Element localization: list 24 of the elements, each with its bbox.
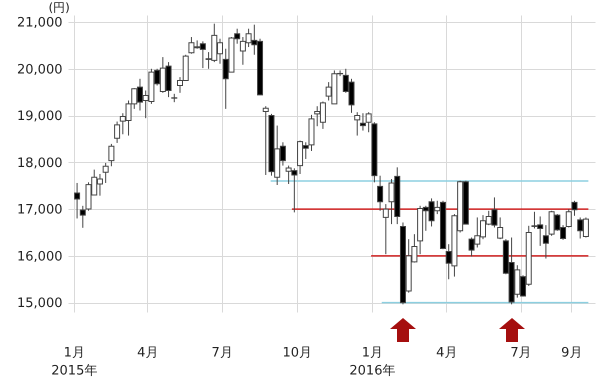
x-tick-label: 1月 2016年	[349, 346, 396, 378]
candlestick	[108, 143, 114, 167]
candlestick	[377, 175, 384, 212]
candlestick	[382, 204, 389, 255]
y-tick-label: 17,000	[17, 202, 62, 218]
x-tick-label: 10月	[282, 346, 312, 360]
candlestick	[74, 182, 80, 219]
candlestick	[354, 112, 360, 136]
candlestick	[262, 106, 269, 176]
x-tick-label: 4月	[436, 346, 458, 360]
y-tick-label: 19,000	[17, 109, 62, 124]
y-tick-label: 18,000	[17, 156, 62, 171]
x-tick-label: 9月	[561, 346, 582, 360]
y-tick-label: 16,000	[17, 249, 62, 264]
candlestick	[114, 121, 120, 144]
y-axis-title: (円)	[48, 0, 70, 14]
candlestick	[102, 162, 109, 184]
y-tick-label: 20,000	[17, 62, 62, 78]
x-tick-label: 7月	[510, 346, 532, 360]
x-tick-label: 7月	[212, 346, 233, 360]
y-tick-label: 15,000	[17, 296, 62, 312]
y-tick-label: 21,000	[17, 16, 62, 31]
x-tick-label: 4月	[137, 346, 158, 360]
x-tick-label: 1月 2015年	[51, 346, 98, 378]
